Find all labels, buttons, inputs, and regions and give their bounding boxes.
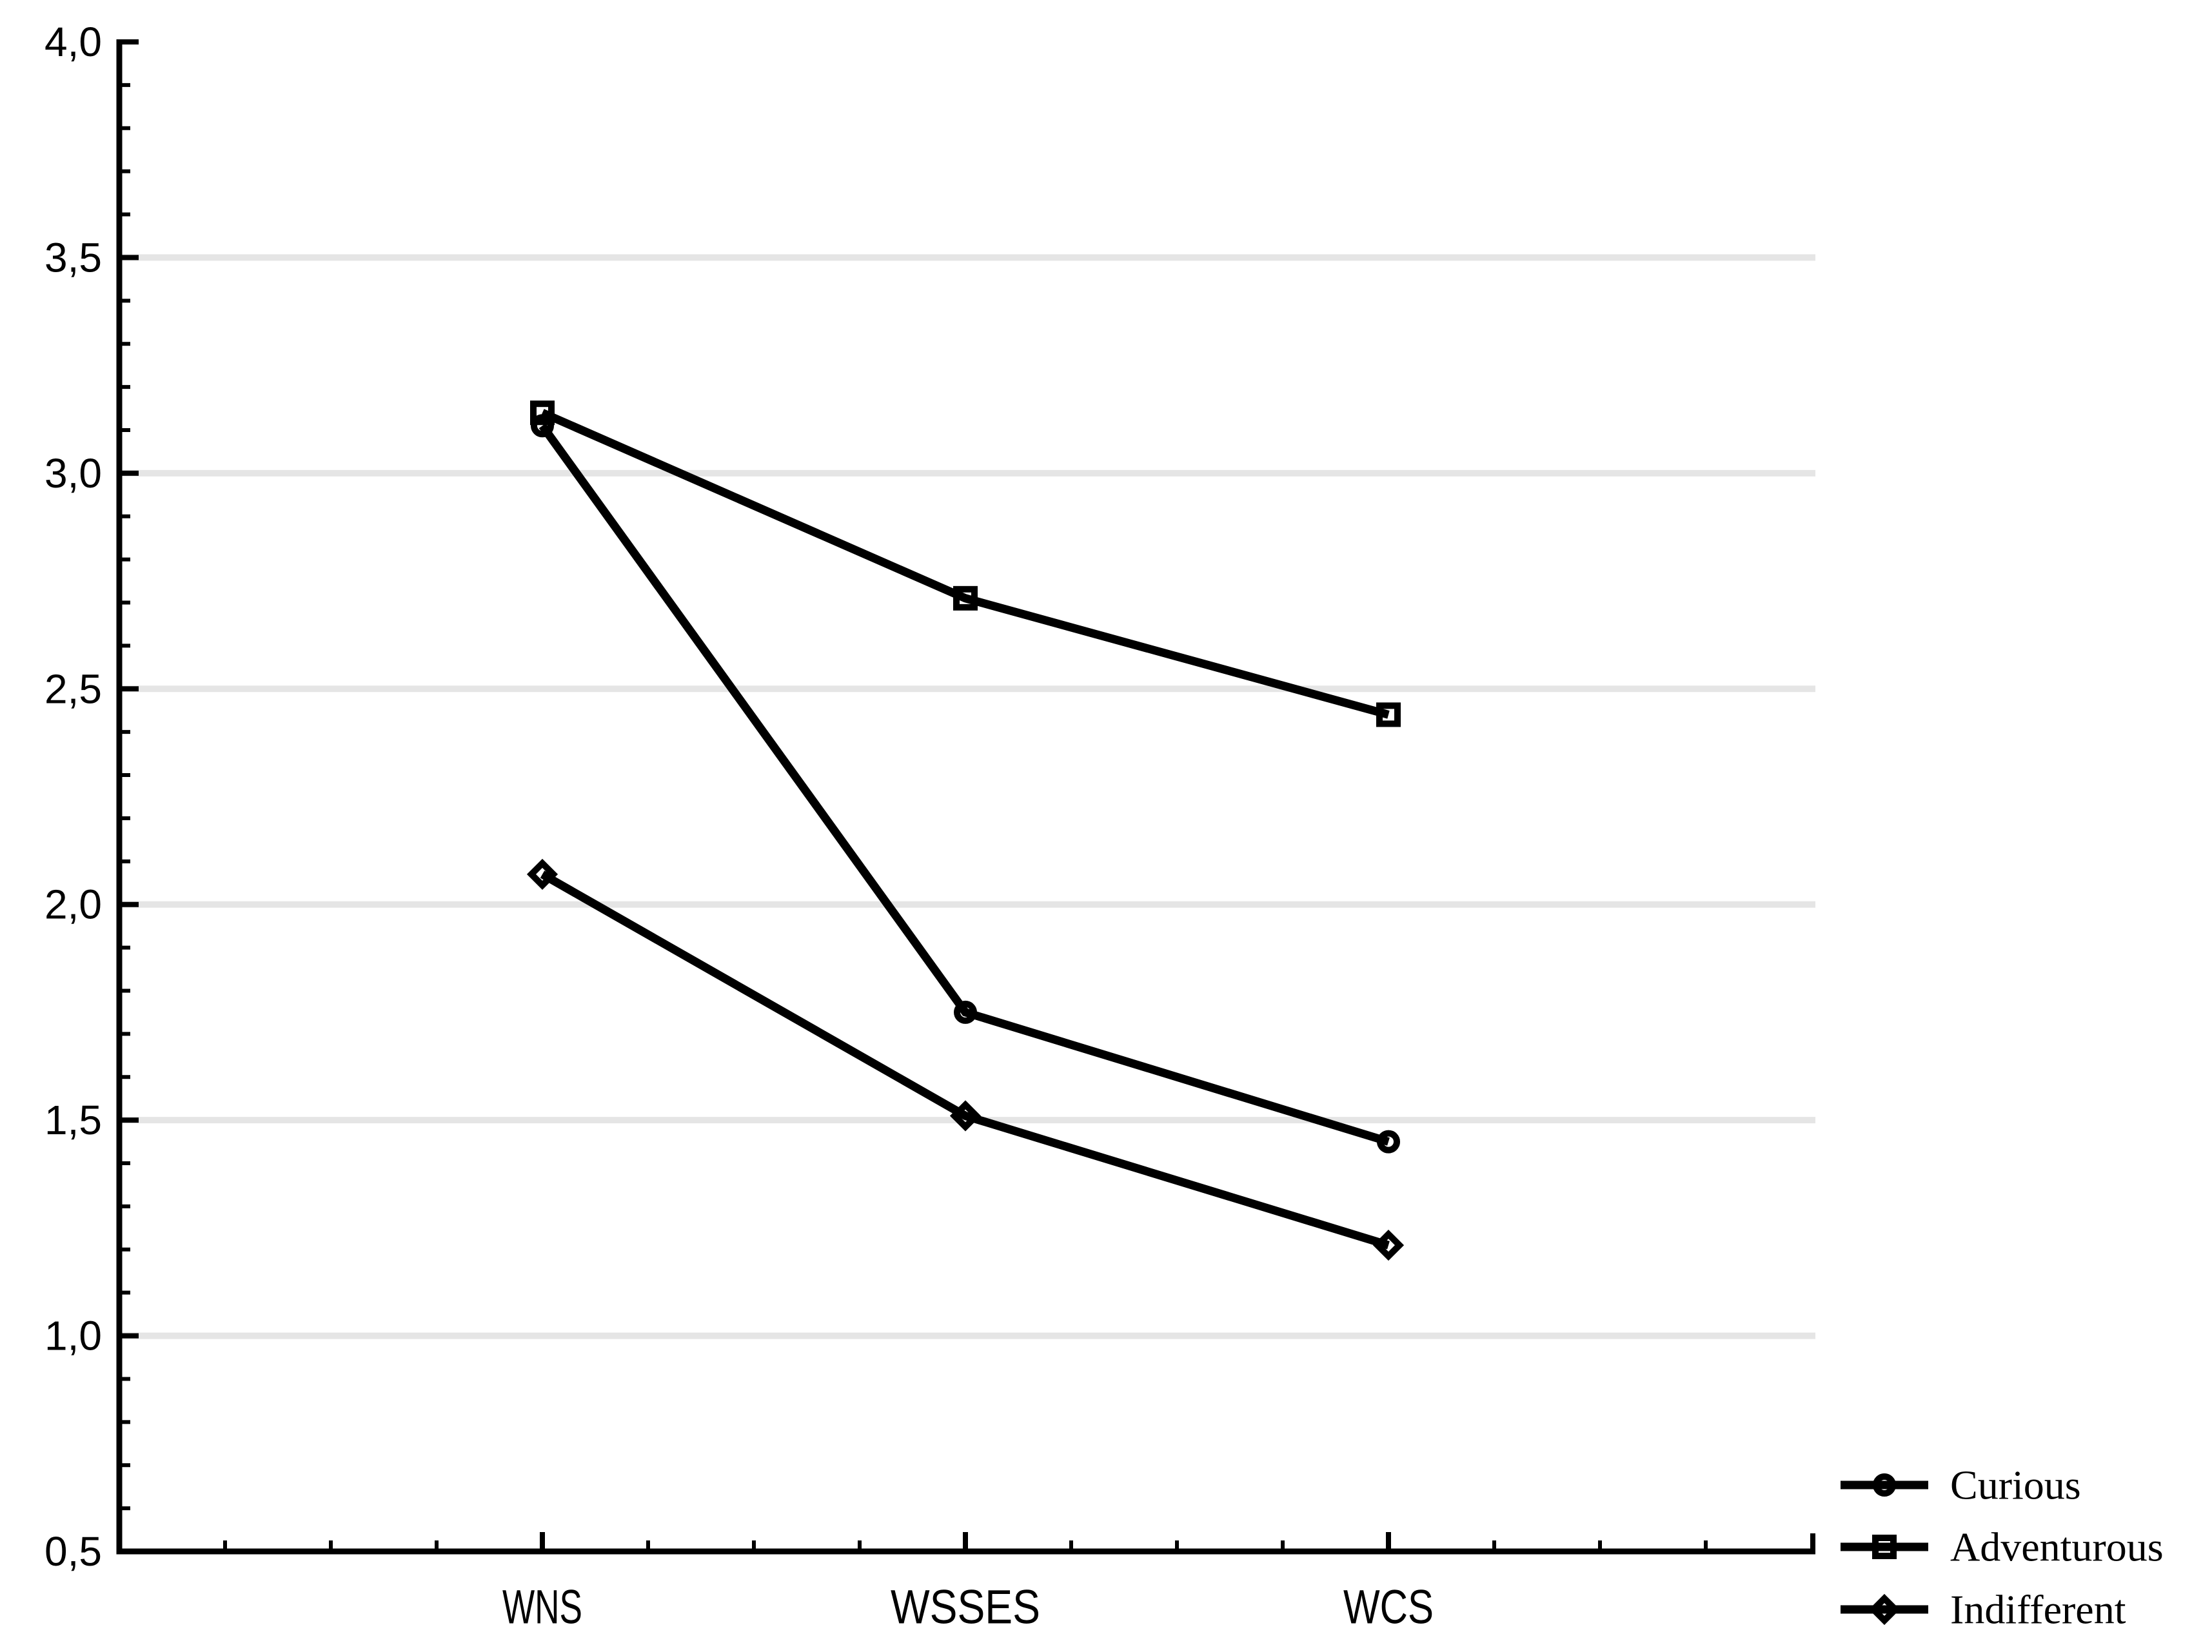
y-tick-label: 4,0 — [44, 19, 102, 65]
series-adventurous-line — [540, 409, 1390, 719]
series-indifferent-markers — [526, 858, 1405, 1261]
y-tick-label: 1,0 — [44, 1313, 102, 1359]
marker-square — [530, 400, 555, 426]
series-adventurous — [540, 409, 1390, 719]
y-tick-label: 1,5 — [44, 1097, 102, 1143]
marker-square — [1872, 1535, 1897, 1559]
x-category-label: WSSES — [891, 1580, 1040, 1634]
x-axis-labels: WNS WSSES WCS — [502, 1580, 1434, 1634]
x-category-label: WNS — [502, 1580, 582, 1634]
marker-square — [953, 585, 978, 611]
marker-diamond — [1868, 1593, 1901, 1626]
marker-circle — [1873, 1473, 1896, 1497]
y-tick-label: 2,5 — [44, 665, 102, 712]
legend-label: Indifferent — [1950, 1587, 2126, 1633]
legend-label: Adventurous — [1950, 1524, 2164, 1570]
y-tick-label: 0,5 — [44, 1528, 102, 1575]
series-indifferent-line — [540, 870, 1390, 1250]
y-tick-label: 3,0 — [44, 450, 102, 497]
legend-item-indifferent: Indifferent — [1841, 1587, 2126, 1633]
y-tick-label: 3,5 — [44, 234, 102, 280]
marker-circle — [531, 414, 554, 438]
marker-diamond — [949, 1100, 982, 1132]
y-axis-labels: 4,0 3,5 3,0 2,5 2,0 1,5 1,0 0,5 — [44, 19, 102, 1575]
series-curious-line — [538, 423, 1390, 1146]
legend-item-adventurous: Adventurous — [1841, 1524, 2164, 1570]
series-indifferent — [540, 870, 1390, 1250]
marker-diamond — [526, 858, 558, 890]
legend-label: Curious — [1950, 1462, 2081, 1508]
legend-item-curious: Curious — [1841, 1462, 2081, 1508]
marker-circle — [1377, 1130, 1400, 1154]
x-category-label: WCS — [1343, 1580, 1434, 1634]
legend: Curious Adventurous Indifferent — [1841, 1462, 2164, 1633]
series-adventurous-markers — [530, 400, 1401, 727]
series-curious-markers — [531, 414, 1400, 1154]
y-tick-label: 2,0 — [44, 881, 102, 928]
axes — [116, 39, 1815, 1555]
series — [526, 400, 1405, 1261]
series-curious — [538, 423, 1390, 1146]
marker-circle — [954, 1000, 977, 1024]
marker-square — [1376, 702, 1401, 727]
marker-diamond — [1372, 1230, 1405, 1261]
gridlines — [119, 254, 1815, 1339]
